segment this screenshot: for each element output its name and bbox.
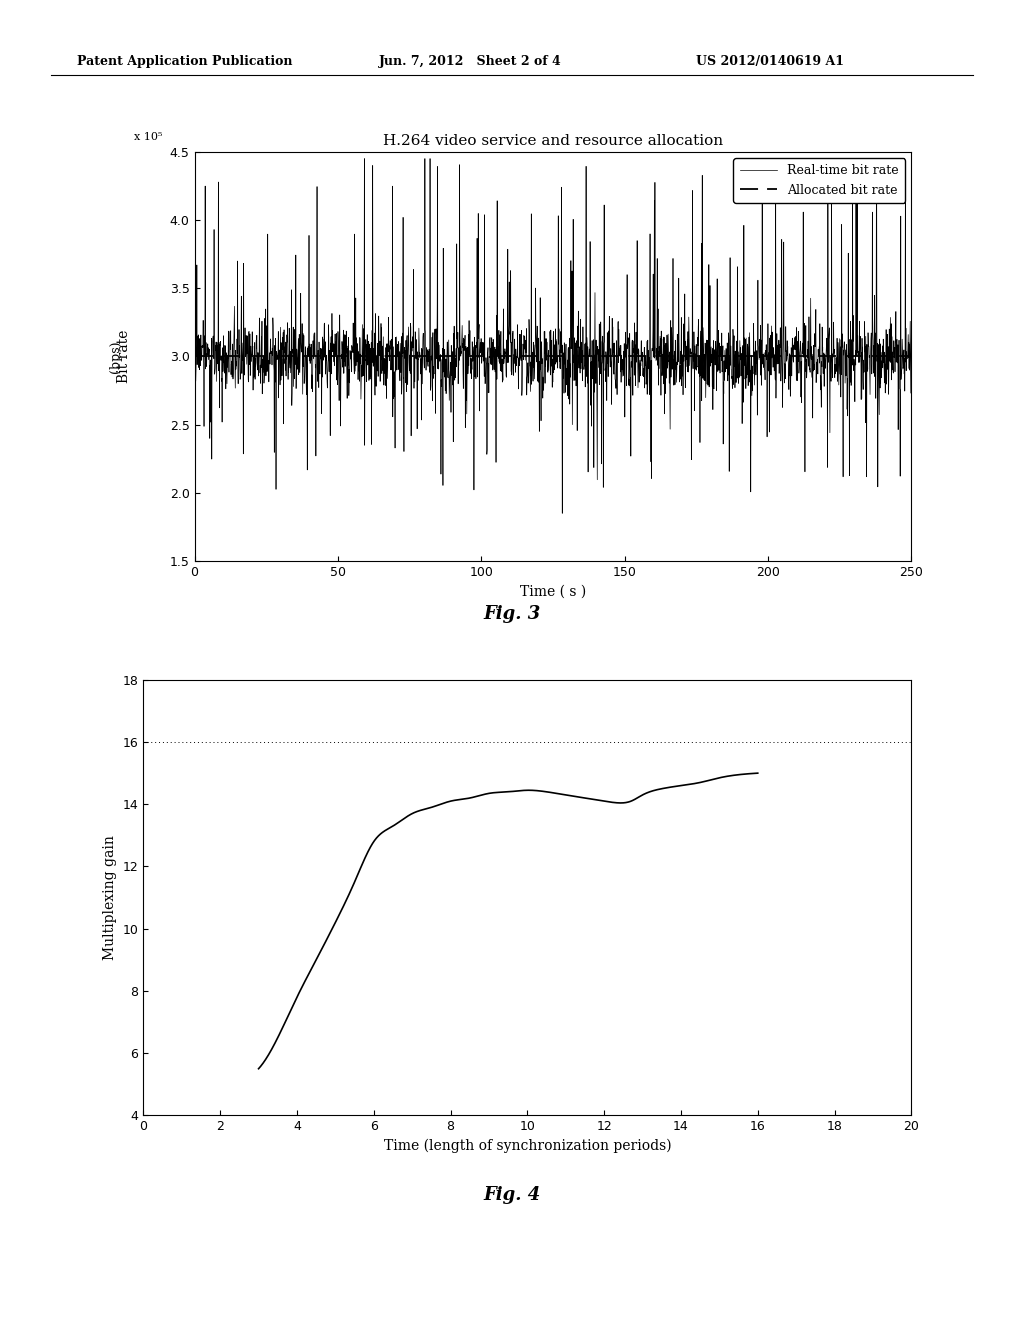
Text: Patent Application Publication: Patent Application Publication: [77, 55, 292, 69]
X-axis label: Time (length of synchronization periods): Time (length of synchronization periods): [384, 1139, 671, 1154]
X-axis label: Time ( s ): Time ( s ): [520, 585, 586, 598]
Real-time bit rate: [203, 341, 215, 356]
Text: Fig. 3: Fig. 3: [483, 605, 541, 623]
Text: (bps): (bps): [110, 341, 122, 372]
Real-time bit rate: [773, 333, 785, 348]
Real-time bit rate: [188, 334, 201, 350]
Allocated bit rate: [191, 348, 204, 364]
Allocated bit rate: [188, 348, 201, 364]
Real-time bit rate: [589, 285, 601, 301]
Real-time bit rate: [467, 354, 479, 370]
Legend: Real-time bit rate, Allocated bit rate: Real-time bit rate, Allocated bit rate: [733, 158, 905, 203]
Text: x 10⁵: x 10⁵: [133, 132, 162, 141]
Line: Real-time bit rate: Real-time bit rate: [195, 158, 911, 513]
Real-time bit rate: [905, 329, 918, 345]
Real-time bit rate: [358, 150, 371, 166]
Text: US 2012/0140619 A1: US 2012/0140619 A1: [696, 55, 845, 69]
Y-axis label: Bit rate: Bit rate: [117, 330, 131, 383]
Text: Fig. 4: Fig. 4: [483, 1185, 541, 1204]
Real-time bit rate: [556, 506, 568, 521]
Real-time bit rate: [828, 356, 841, 372]
Real-time bit rate: [802, 333, 814, 348]
Y-axis label: Multiplexing gain: Multiplexing gain: [103, 836, 117, 960]
Title: H.264 video service and resource allocation: H.264 video service and resource allocat…: [383, 133, 723, 148]
Text: Jun. 7, 2012   Sheet 2 of 4: Jun. 7, 2012 Sheet 2 of 4: [379, 55, 561, 69]
